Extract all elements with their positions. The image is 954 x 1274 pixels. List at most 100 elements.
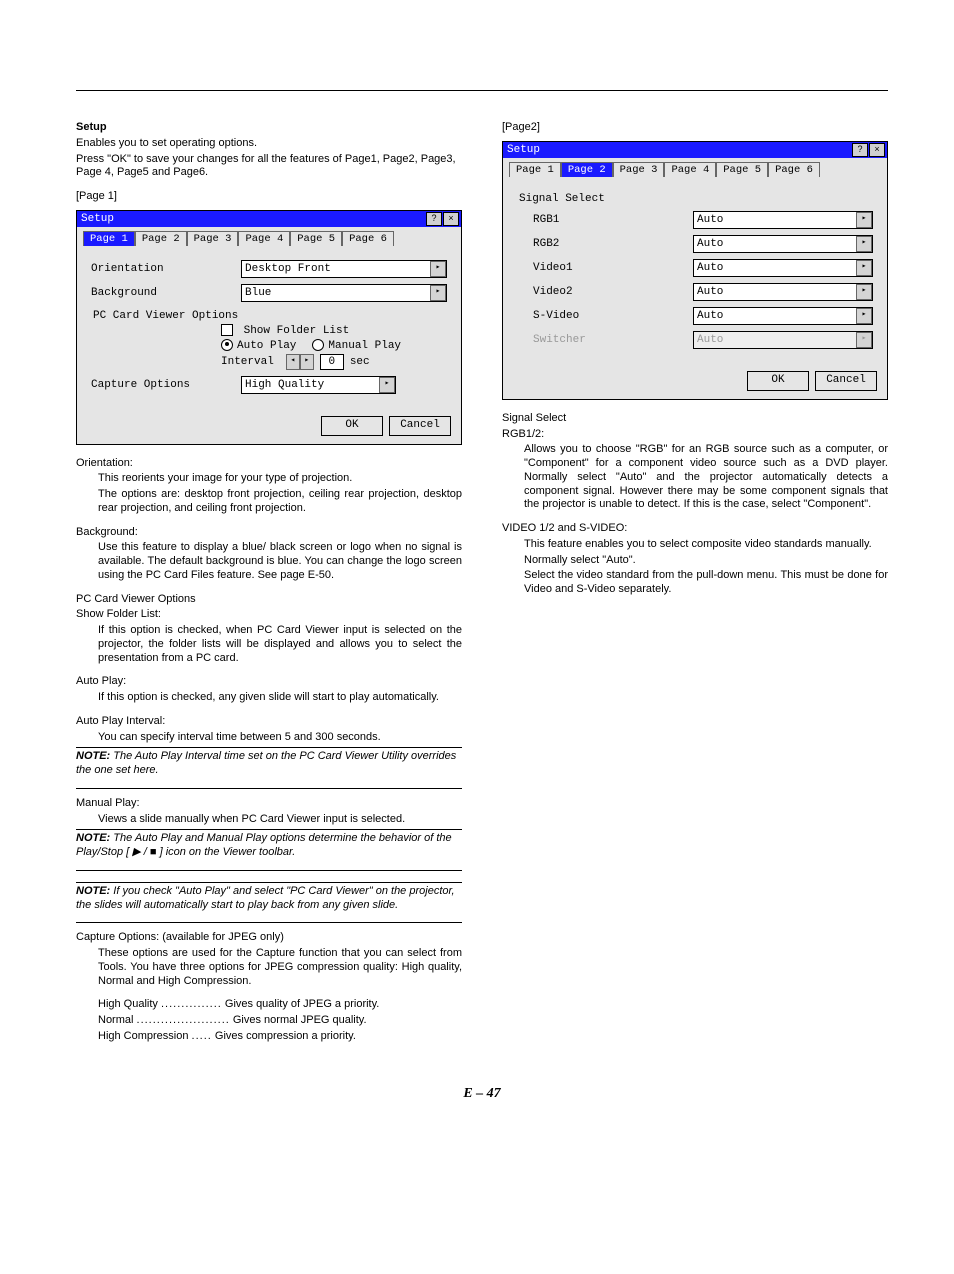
tab-page1[interactable]: Page 1 [83,231,135,246]
interval-up[interactable]: ▸ [300,354,314,370]
dropdown-icon[interactable]: ▸ [856,260,872,276]
signal-combo[interactable]: Auto▸ [693,235,873,253]
note3: NOTE: If you check "Auto Play" and selec… [76,885,462,913]
interval-value[interactable]: 0 [320,354,344,370]
tab-page2[interactable]: Page 2 [135,231,187,246]
dropdown-icon[interactable]: ▸ [856,212,872,228]
cap-hc: High Compression ..... Gives compression… [98,1030,462,1044]
page1-label: [Page 1] [76,190,462,204]
manual-label: Manual Play [328,340,401,352]
dropdown-icon[interactable]: ▸ [856,284,872,300]
help-icon[interactable]: ? [852,143,868,157]
tab-page6[interactable]: Page 6 [768,162,820,177]
manual-p: Views a slide manually when PC Card View… [98,813,462,827]
dialog2-titlebar: Setup ? × [503,142,887,158]
orientation-combo[interactable]: Desktop Front ▸ [241,260,447,278]
cancel-button[interactable]: Cancel [815,371,877,391]
note1: NOTE: NOTE: The Auto Play Interval time … [76,750,462,778]
capture-combo[interactable]: High Quality ▸ [241,376,396,394]
orientation-p1: This reorients your image for your type … [98,472,462,486]
signal-combo[interactable]: Auto▸ [693,307,873,325]
pcv-options-label: PC Card Viewer Options [93,310,447,322]
dropdown-icon[interactable]: ▸ [856,236,872,252]
capture-value: High Quality [245,379,324,391]
background-p: Use this feature to display a blue/ blac… [98,541,462,582]
capture-label: Capture Options [91,379,241,391]
cap-hq: High Quality ............... Gives quali… [98,998,462,1012]
signal-row: S-VideoAuto▸ [517,307,873,325]
setup-heading: Setup [76,121,462,135]
orientation-value: Desktop Front [245,263,331,275]
dropdown-icon[interactable]: ▸ [430,285,446,301]
tab-page3[interactable]: Page 3 [187,231,239,246]
signal-row: Video1 Auto ▸ [517,259,873,277]
cap-n: Normal ....................... Gives nor… [98,1014,462,1028]
dropdown-icon[interactable]: ▸ [379,377,395,393]
rgb-h: RGB1/2: [502,428,888,442]
manual-h: Manual Play: [76,797,462,811]
ok-button[interactable]: OK [321,416,383,436]
tab-page3[interactable]: Page 3 [613,162,665,177]
right-column: [Page2] Setup ? × Page 1 Page 2 Page 3 P… [502,121,888,1046]
signal-select-h: Signal Select [502,412,888,426]
show-folder-label: Show Folder List [244,325,350,337]
orientation-p2: The options are: desktop front projectio… [98,488,462,516]
interval-p: You can specify interval time between 5 … [98,731,462,745]
background-combo[interactable]: Blue ▸ [241,284,447,302]
interval-down[interactable]: ◂ [286,354,300,370]
signal-row: RGB1Auto▸ [517,211,873,229]
video-p2: Normally select "Auto". [524,554,888,568]
dialog2-tabs: Page 1 Page 2 Page 3 Page 4 Page 5 Page … [503,158,887,177]
tab-page5[interactable]: Page 5 [716,162,768,177]
setup-dialog-page1: Setup ? × Page 1 Page 2 Page 3 Page 4 Pa… [76,210,462,445]
rgb-p: Allows you to choose "RGB" for an RGB so… [524,443,888,512]
tab-page2[interactable]: Page 2 [561,162,613,177]
signal-combo[interactable]: Auto ▸ [693,259,873,277]
signal-label: S-Video [517,310,693,322]
signal-row: RGB2Auto▸ [517,235,873,253]
dialog1-title: Setup [81,213,425,225]
signal-label: Video2 [517,286,693,298]
tab-page4[interactable]: Page 4 [238,231,290,246]
orientation-h: Orientation: [76,457,462,471]
orientation-label: Orientation [91,263,241,275]
tab-page6[interactable]: Page 6 [342,231,394,246]
help-icon[interactable]: ? [426,212,442,226]
signal-row: Video2Auto▸ [517,283,873,301]
signal-combo[interactable]: Auto▸ [693,211,873,229]
close-icon[interactable]: × [869,143,885,157]
ok-button[interactable]: OK [747,371,809,391]
interval-unit: sec [350,356,370,368]
pcv-p1: If this option is checked, when PC Card … [98,624,462,665]
tab-page1[interactable]: Page 1 [509,162,561,177]
manual-radio[interactable] [312,339,324,351]
capture-p: These options are used for the Capture f… [98,947,462,988]
dropdown-icon[interactable]: ▸ [430,261,446,277]
autoplay-h: Auto Play: [76,675,462,689]
background-label: Background [91,287,241,299]
pcv-h1: PC Card Viewer Options [76,593,462,607]
signal-label: Video1 [517,262,693,274]
tab-page4[interactable]: Page 4 [664,162,716,177]
left-column: Setup Enables you to set operating optio… [76,121,462,1046]
signal-combo: Auto▸ [693,331,873,349]
dialog1-titlebar: Setup ? × [77,211,461,227]
video-p1: This feature enables you to select compo… [524,538,888,552]
autoplay-radio[interactable] [221,339,233,351]
dropdown-icon[interactable]: ▸ [856,308,872,324]
dialog1-tabs: Page 1 Page 2 Page 3 Page 4 Page 5 Page … [77,227,461,246]
cancel-button[interactable]: Cancel [389,416,451,436]
dialog2-title: Setup [507,144,851,156]
signal-label: RGB2 [517,238,693,250]
tab-page5[interactable]: Page 5 [290,231,342,246]
background-value: Blue [245,287,271,299]
intro-line2: Press "OK" to save your changes for all … [76,153,462,181]
show-folder-checkbox[interactable] [221,324,233,336]
close-icon[interactable]: × [443,212,459,226]
signal-label: RGB1 [517,214,693,226]
note2: NOTE: The Auto Play and Manual Play opti… [76,832,462,860]
pcv-h2: Show Folder List: [76,608,462,622]
signal-select-label: Signal Select [519,193,873,205]
signal-value: Auto [697,262,723,274]
signal-combo[interactable]: Auto▸ [693,283,873,301]
